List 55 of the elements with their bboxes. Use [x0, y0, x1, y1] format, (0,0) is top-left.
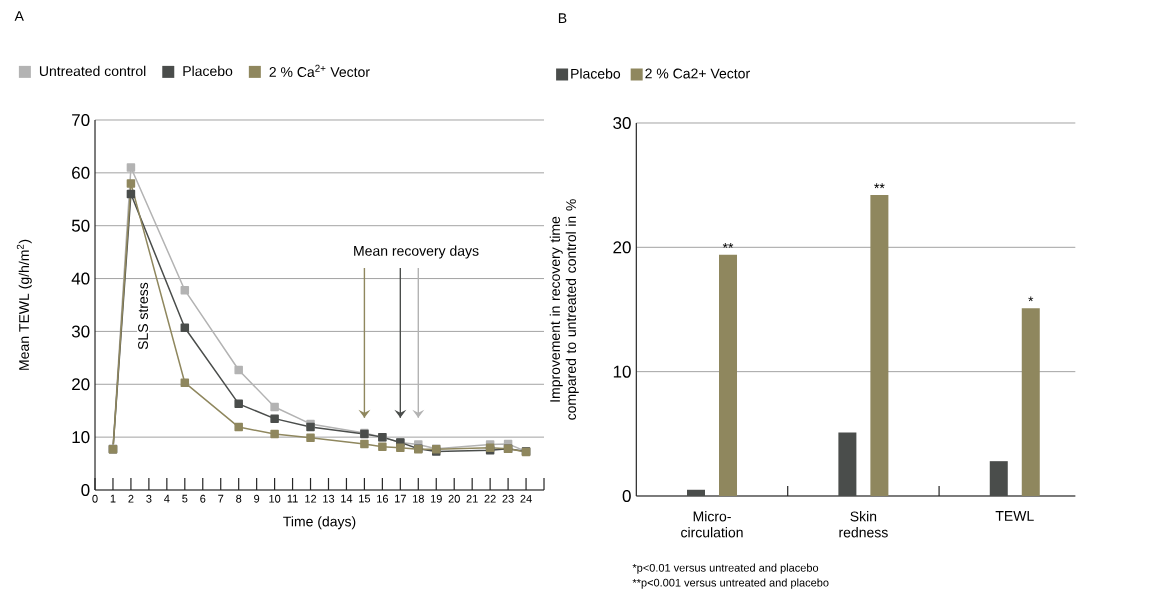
x-tick-label: 12: [305, 494, 317, 503]
y-tick-label: 60: [72, 166, 90, 179]
chart-title: B: [558, 13, 567, 23]
x-tick-label: 0: [92, 494, 98, 503]
x-tick-label: 23: [502, 494, 514, 503]
x-tick-label: 15: [359, 494, 371, 503]
annotation: **: [722, 242, 734, 248]
legend-label: Placebo: [571, 68, 621, 79]
x-tick-label: 21: [466, 494, 478, 503]
x-tick-label: 10: [269, 494, 281, 503]
x-tick-label: 7: [218, 494, 224, 503]
y-tick-label: 10: [613, 365, 631, 378]
x-tick-label: 19: [430, 494, 442, 503]
y-tick-label: 70: [72, 113, 90, 127]
x-tick-label: Micro- circulation: [681, 511, 743, 538]
chart-title: A: [14, 11, 24, 21]
x-tick-label: 14: [341, 494, 353, 503]
annotation: Mean recovery days: [354, 245, 479, 259]
x-tick-label: 8: [236, 494, 242, 503]
x-tick-label: 1: [110, 494, 116, 503]
x-tick-label: 2: [128, 494, 134, 503]
x-tick-label: Skin redness: [839, 511, 888, 538]
y-tick-label: 50: [71, 219, 90, 232]
y-tick-label: 10: [72, 431, 90, 444]
x-tick-label: 11: [287, 494, 298, 503]
x-axis-title: Time (days): [283, 516, 356, 530]
x-tick-label: TEWL: [995, 511, 1034, 521]
x-tick-label: 5: [182, 494, 188, 503]
legend-label: Untreated control: [39, 65, 146, 77]
text: *p<0.01 versus untreated and placebo: [632, 563, 819, 574]
x-tick-label: 24: [520, 494, 532, 503]
x-tick-label: 4: [164, 494, 170, 503]
x-tick-label: 17: [395, 494, 406, 503]
x-tick-label: 9: [254, 494, 260, 503]
y-tick-label: 20: [613, 241, 631, 254]
x-tick-label: 13: [323, 494, 335, 503]
y-tick-label: 40: [71, 272, 90, 285]
legend-label: Placebo: [183, 65, 233, 77]
annotation: SLS stress: [138, 282, 149, 350]
x-tick-label: 6: [200, 494, 206, 503]
legend-label: 2 % Ca$^{2+}$ Vector: [269, 64, 370, 77]
x-tick-label: 22: [484, 494, 496, 503]
x-tick-label: 20: [448, 494, 460, 503]
x-tick-label: 3: [146, 494, 152, 503]
x-tick-label: 16: [377, 494, 389, 503]
x-tick-label: 18: [413, 494, 424, 503]
y-tick-label: 20: [72, 378, 90, 391]
y-tick-label: 30: [71, 325, 90, 338]
y-tick-label: 30: [613, 116, 631, 130]
text: **p<0.001 versus untreated and placebo: [632, 578, 829, 589]
y-axis-title: Mean TEWL (g/h/m$^{2}$): [16, 239, 32, 370]
annotation: **: [874, 183, 885, 189]
legend-label: 2 % Ca2+ Vector: [645, 68, 750, 79]
y-axis-title: Improvement in recovery time compared to untreated control in %: [549, 199, 579, 420]
annotation: *: [1028, 296, 1034, 302]
